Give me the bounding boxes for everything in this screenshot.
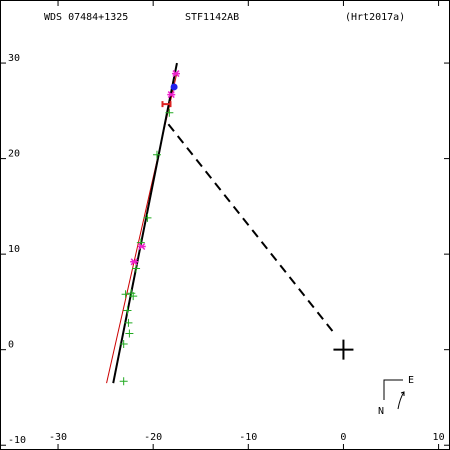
compass-axes [383, 379, 403, 400]
x-tick-label: -30 [49, 432, 67, 443]
orbit-line [167, 123, 337, 336]
y-tick-label: 10 [8, 244, 20, 255]
orbit-line [112, 62, 178, 384]
y-tick-label: 0 [8, 340, 14, 351]
observation [123, 306, 132, 315]
observation [130, 258, 139, 266]
observation [170, 83, 178, 91]
observation [137, 242, 146, 251]
compass-east: E [408, 375, 414, 386]
observation [167, 91, 176, 99]
observation [165, 108, 174, 117]
observation [161, 101, 172, 108]
observation [124, 318, 133, 327]
observation [119, 339, 128, 348]
primary-star [333, 339, 354, 360]
x-tick-label: 0 [340, 432, 346, 443]
observation [132, 264, 141, 273]
header-pair: STF1142AB [185, 12, 239, 23]
header-wds: WDS 07484+1325 [44, 12, 128, 23]
x-tick-label: -10 [239, 432, 257, 443]
observation [121, 290, 130, 299]
header-ref: (Hrt2017a) [345, 12, 405, 23]
y-tick-label: 20 [8, 149, 20, 160]
x-tick-label: 10 [433, 432, 445, 443]
observation [172, 70, 181, 78]
observation [125, 329, 134, 338]
observation [129, 292, 138, 301]
observation [119, 377, 128, 386]
observation [152, 150, 161, 159]
y-tick-label: -10 [8, 435, 26, 446]
y-tick-label: 30 [8, 53, 20, 64]
compass-north: N [378, 406, 384, 417]
observation [143, 213, 152, 222]
compass: N E [378, 375, 414, 417]
x-tick-label: -20 [144, 432, 162, 443]
compass-arrow [397, 391, 405, 410]
